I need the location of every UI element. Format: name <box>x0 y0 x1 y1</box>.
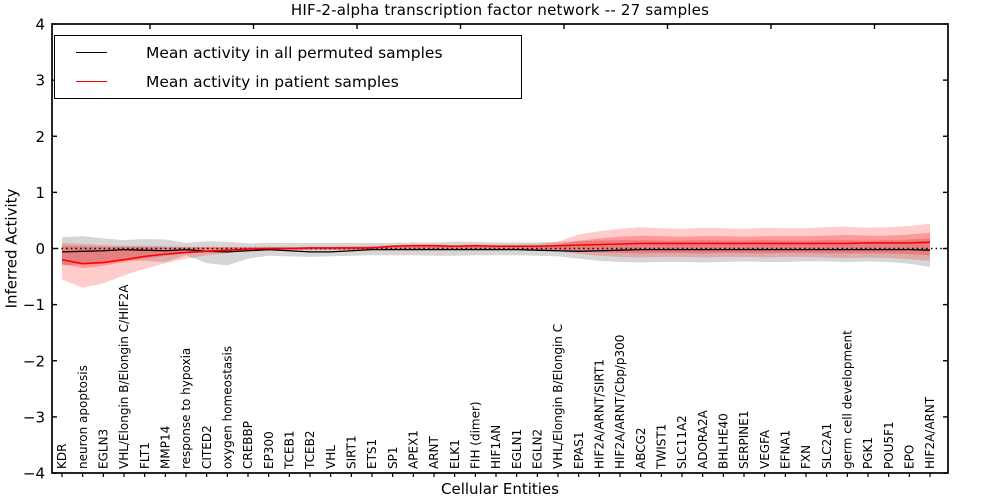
y-tick-label: −4 <box>23 465 45 483</box>
x-category-label: MMP14 <box>159 426 173 469</box>
x-category-label: germ cell development <box>841 330 855 469</box>
band-patient-spread-outer <box>62 223 930 288</box>
x-axis-label: Cellular Entities <box>441 480 559 498</box>
y-tick-label: −3 <box>23 408 45 426</box>
x-category-label: VHL <box>324 445 338 469</box>
y-axis-label: Inferred Activity <box>2 188 21 309</box>
legend-label-permuted: Mean activity in all permuted samples <box>146 43 443 62</box>
x-category-label: VHL/Elongin B/Elongin C <box>551 324 565 469</box>
x-category-label: HIF2A/ARNT/Cbp/p300 <box>613 335 627 469</box>
x-category-label: ADORA2A <box>696 409 710 469</box>
x-category-label: KDR <box>55 444 69 469</box>
x-category-label: HIF1AN <box>489 425 503 469</box>
x-category-label: CREBBP <box>241 421 255 469</box>
x-category-label: SLC2A1 <box>820 423 834 469</box>
x-category-label: VHL/Elongin B/Elongin C/HIF2A <box>117 284 131 469</box>
x-category-label: FLT1 <box>138 442 152 469</box>
legend-line-swatch-red <box>76 81 107 82</box>
x-category-label: FXN <box>799 445 813 469</box>
x-category-label: EFNA1 <box>779 430 793 469</box>
legend: Mean activity in all permuted samples Me… <box>54 35 522 99</box>
y-tick-label: −2 <box>23 352 45 370</box>
legend-line-swatch-black <box>76 52 107 53</box>
x-category-label: SIRT1 <box>345 435 359 469</box>
y-tick-label: 0 <box>35 240 45 258</box>
x-category-label: SERPINE1 <box>737 410 751 469</box>
x-category-label: SLC11A2 <box>675 415 689 469</box>
y-tick-label: −1 <box>23 296 45 314</box>
x-category-label: SP1 <box>386 447 400 470</box>
series-line-patient-mean <box>61 241 931 265</box>
x-category-label: ABCG2 <box>634 427 648 469</box>
x-category-label: HIF2A/ARNT/SIRT1 <box>593 359 607 469</box>
x-category-label: APEX1 <box>407 430 421 469</box>
x-category-label: ETS1 <box>365 439 379 469</box>
x-category-label: TCEB2 <box>303 431 317 470</box>
x-category-label: EGLN3 <box>97 429 111 469</box>
y-tick-label: 3 <box>35 72 45 90</box>
x-category-label: neuron apoptosis <box>76 365 90 469</box>
legend-item-patient: Mean activity in patient samples <box>55 67 521 96</box>
x-category-label: EGLN1 <box>510 429 524 469</box>
x-category-label: HIF2A/ARNT <box>923 396 937 469</box>
x-category-label: EPAS1 <box>572 431 586 469</box>
x-category-label: oxygen homeostasis <box>221 346 235 469</box>
y-tick-label: 1 <box>35 184 45 202</box>
x-category-label: FIH (dimer) <box>469 401 483 469</box>
band-patient-spread-inner <box>62 232 930 269</box>
chart-title: HIF-2-alpha transcription factor network… <box>290 1 710 19</box>
x-category-label: response to hypoxia <box>179 348 193 469</box>
x-category-label: BHLHE40 <box>717 413 731 469</box>
x-category-label: CITED2 <box>200 425 214 469</box>
y-tick-label: 4 <box>35 16 45 34</box>
x-category-label: PGK1 <box>861 437 875 469</box>
x-category-label: ARNT <box>427 435 441 469</box>
legend-item-permuted: Mean activity in all permuted samples <box>55 38 521 67</box>
legend-label-patient: Mean activity in patient samples <box>146 72 399 91</box>
x-category-label: ELK1 <box>448 439 462 469</box>
x-category-label: EPO <box>903 445 917 469</box>
y-tick-label: 2 <box>35 128 45 146</box>
x-category-label: TCEB1 <box>283 431 297 470</box>
x-category-label: POU5F1 <box>882 421 896 469</box>
x-category-label: EGLN2 <box>531 429 545 469</box>
x-category-label: VEGFA <box>758 429 772 469</box>
x-category-label: EP300 <box>262 431 276 469</box>
x-category-label: TWIST1 <box>655 424 669 470</box>
